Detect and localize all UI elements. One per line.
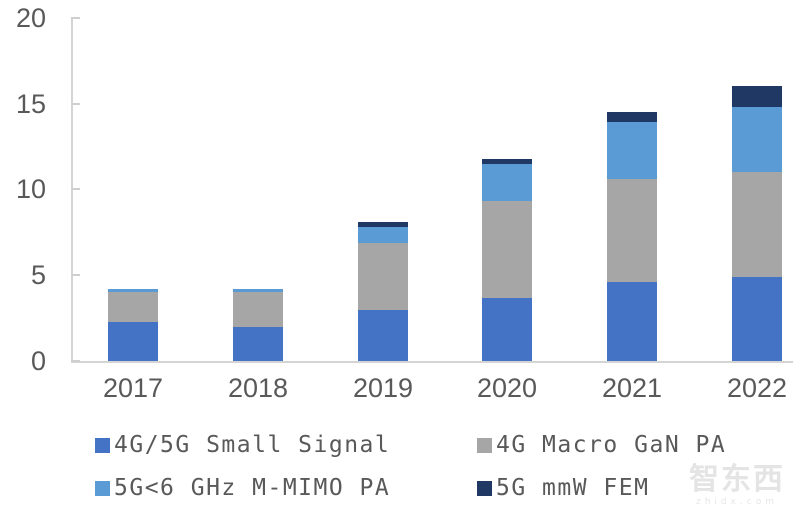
watermark-sub-text: zhidx.com [695,497,779,507]
y-tick-label-15: 15 [15,88,46,119]
y-tick-mark-15 [71,102,80,105]
legend-label: 4G Macro GaN PA [496,432,727,458]
legend-item: 5G mmW FEM [477,475,650,501]
x-tick-label-2018: 2018 [227,373,289,403]
x-tick-label-2021: 2021 [601,373,663,403]
bar-segment [732,86,782,107]
bar-segment [482,163,532,202]
legend-swatch-icon [477,437,492,453]
bar-2017 [108,289,158,361]
x-tick-label-2017: 2017 [102,373,164,403]
bar-2022 [732,86,782,361]
bar-segment [233,292,283,327]
legend-swatch-icon [95,480,110,496]
bar-segment [108,321,158,361]
bar-segment [607,112,657,123]
bar-segment [482,201,532,298]
y-tick-mark-5 [71,274,80,277]
watermark-logo-text: 智东西 [689,462,785,497]
bar-2021 [607,112,657,361]
y-tick-label-10: 10 [15,174,46,205]
legend-swatch-icon [95,437,110,453]
y-tick-label-5: 5 [30,260,46,291]
bar-segment [732,172,782,277]
bar-segment [108,292,158,322]
bar-2020 [482,158,532,361]
bar-segment [732,276,782,361]
y-tick-mark-20 [71,16,80,19]
bar-segment [607,122,657,180]
bar-segment [108,289,158,293]
legend-item: 4G Macro GaN PA [477,432,727,458]
bar-segment [358,242,408,310]
legend-label: 5G mmW FEM [496,475,650,501]
legend-item: 5G<6 GHz M-MIMO PA [95,475,391,501]
bar-2019 [358,222,408,361]
legend-item: 4G/5G Small Signal [95,432,391,458]
x-tick-label-2022: 2022 [726,373,788,403]
bar-segment [732,106,782,173]
x-axis-line [71,361,793,363]
legend-swatch-icon [477,480,492,496]
bar-segment [233,326,283,361]
bar-segment [358,227,408,243]
watermark: 智东西 zhidx.com [682,464,792,508]
y-tick-label-20: 20 [15,2,46,33]
y-tick-mark-0 [71,360,80,362]
y-tick-label-0: 0 [30,346,46,376]
x-tick-label-2019: 2019 [352,373,414,403]
legend-label: 5G<6 GHz M-MIMO PA [114,475,391,501]
bar-segment [233,288,283,293]
bar-segment [607,282,657,361]
x-tick-label-2020: 2020 [476,373,538,403]
bar-segment [607,179,657,283]
bar-segment [358,222,408,228]
legend-label: 4G/5G Small Signal [114,432,391,458]
y-tick-mark-10 [71,188,80,191]
bar-segment [482,158,532,164]
bar-2018 [233,288,283,361]
bar-segment [482,297,532,361]
bar-segment [358,309,408,361]
